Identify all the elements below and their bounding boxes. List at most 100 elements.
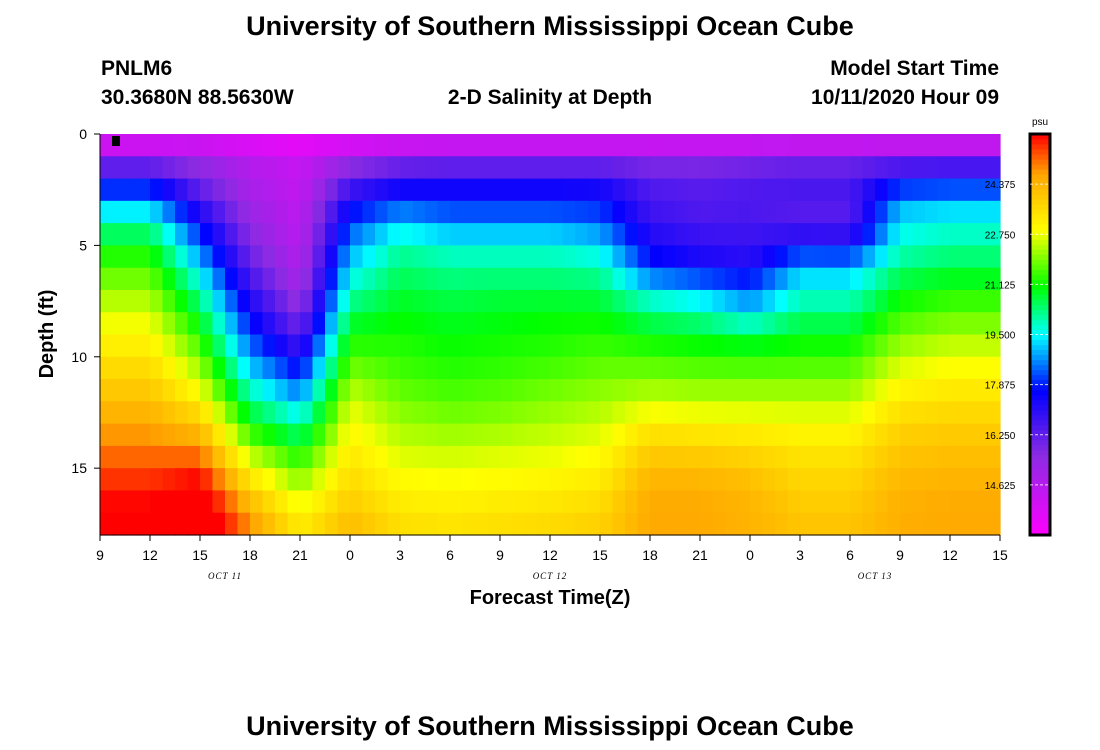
heatmap-cell <box>875 134 889 157</box>
heatmap-cell <box>875 223 889 246</box>
heatmap-cell <box>462 134 476 157</box>
x-axis-label: Forecast Time(Z) <box>470 587 631 609</box>
heatmap-cell <box>337 356 351 380</box>
heatmap-cell <box>137 267 151 291</box>
heatmap-cell <box>450 356 464 380</box>
heatmap-cell <box>862 468 876 492</box>
heatmap-cell <box>362 223 376 246</box>
heatmap-cell <box>587 356 601 380</box>
heatmap-cell <box>900 178 914 202</box>
heatmap-cell <box>887 289 901 313</box>
heatmap-cell <box>425 468 439 492</box>
heatmap-cell <box>800 312 814 336</box>
heatmap-cell <box>575 200 589 224</box>
heatmap-cell <box>962 445 976 469</box>
heatmap-cell <box>237 468 251 492</box>
heatmap-cell <box>362 200 376 224</box>
heatmap-cell <box>462 312 476 336</box>
heatmap-cell <box>400 468 414 492</box>
heatmap-cell <box>887 156 901 180</box>
heatmap-cell <box>850 490 864 514</box>
heatmap-cell <box>337 312 351 336</box>
heatmap-cell <box>550 445 564 469</box>
heatmap-cell <box>937 200 951 224</box>
heatmap-cell <box>487 468 501 492</box>
heatmap-cell <box>862 334 876 358</box>
heatmap-cell <box>712 401 726 425</box>
heatmap-cell <box>537 423 551 447</box>
heatmap-cell <box>575 512 589 536</box>
heatmap-cell <box>975 356 989 380</box>
heatmap-cell <box>862 490 876 514</box>
heatmap-cell <box>100 267 114 291</box>
heatmap-cell <box>112 223 126 246</box>
heatmap-cell <box>837 312 851 336</box>
heatmap-cell <box>450 134 464 157</box>
heatmap-cell <box>537 245 551 269</box>
heatmap-cell <box>687 156 701 180</box>
heatmap-cell <box>625 401 639 425</box>
heatmap-cell <box>262 445 276 469</box>
heatmap-cell <box>862 200 876 224</box>
heatmap-cell <box>425 423 439 447</box>
heatmap-cell <box>800 379 814 402</box>
x-tick-label: 15 <box>992 547 1008 563</box>
heatmap-cell <box>587 134 601 157</box>
heatmap-cell <box>837 445 851 469</box>
heatmap-cell <box>975 379 989 402</box>
heatmap-cell <box>437 178 451 202</box>
heatmap-cell <box>400 445 414 469</box>
heatmap-cell <box>962 334 976 358</box>
heatmap-cell <box>575 423 589 447</box>
heatmap-cell <box>150 379 164 402</box>
x-tick-label: 18 <box>242 547 258 563</box>
heatmap-cell <box>450 200 464 224</box>
heatmap-cell <box>275 379 289 402</box>
heatmap-cell <box>875 267 889 291</box>
heatmap-cell <box>175 334 189 358</box>
model-start-value: 10/11/2020 Hour 09 <box>811 86 999 109</box>
heatmap-cell <box>275 445 289 469</box>
heatmap-cell <box>275 178 289 202</box>
heatmap-cell <box>987 490 1001 514</box>
heatmap-cell <box>350 512 364 536</box>
heatmap-cell <box>362 134 376 157</box>
heatmap-cell <box>500 134 514 157</box>
heatmap-cell <box>550 267 564 291</box>
heatmap-cell <box>750 312 764 336</box>
heatmap-cell <box>162 289 176 313</box>
heatmap-cell <box>787 200 801 224</box>
heatmap-cell <box>212 423 226 447</box>
heatmap-cell <box>862 178 876 202</box>
heatmap-cell <box>825 267 839 291</box>
heatmap-cell <box>387 423 401 447</box>
colorbar-segment <box>1030 494 1050 501</box>
heatmap-cell <box>112 401 126 425</box>
heatmap-cell <box>287 356 301 380</box>
heatmap-cell <box>175 200 189 224</box>
heatmap-cell <box>325 223 339 246</box>
heatmap-cell <box>450 245 464 269</box>
heatmap-cell <box>325 134 339 157</box>
heatmap-cell <box>250 245 264 269</box>
heatmap-cell <box>462 289 476 313</box>
heatmap-cell <box>325 156 339 180</box>
heatmap-cell <box>412 423 426 447</box>
heatmap-cell <box>962 156 976 180</box>
colorbar-tick-label: 17.875 <box>985 381 1016 392</box>
heatmap-cell <box>212 134 226 157</box>
heatmap-cell <box>400 223 414 246</box>
heatmap-cell <box>225 134 239 157</box>
heatmap-cell <box>800 512 814 536</box>
heatmap-cell <box>950 490 964 514</box>
heatmap-cell <box>462 200 476 224</box>
heatmap-cell <box>500 512 514 536</box>
heatmap-cell <box>787 401 801 425</box>
heatmap-cell <box>525 401 539 425</box>
heatmap-cell <box>962 401 976 425</box>
heatmap-cell <box>150 512 164 536</box>
heatmap-cell <box>312 223 326 246</box>
heatmap-cell <box>850 289 864 313</box>
heatmap-cell <box>212 468 226 492</box>
